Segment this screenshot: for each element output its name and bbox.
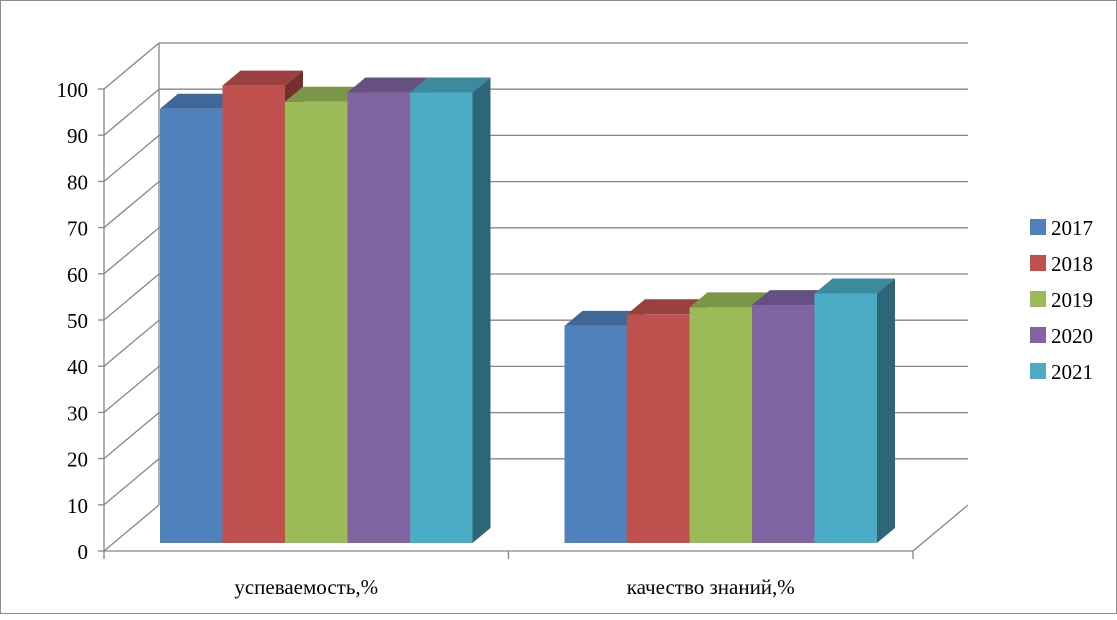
- legend-label: 2019: [1051, 288, 1093, 312]
- bar-series: [160, 70, 895, 544]
- bar-top-face: [410, 77, 491, 93]
- gridline-side: [103, 273, 160, 321]
- bar-top-face: [752, 290, 833, 306]
- gridline-side: [103, 134, 160, 182]
- bar-front-face: [347, 92, 410, 544]
- y-tick-label: 0: [78, 540, 89, 564]
- bar-top-face: [347, 77, 428, 93]
- bar-top-face: [627, 299, 708, 315]
- y-axis-tick-labels: 0 10 20 30 40 50 60 70 80 90 100: [57, 78, 89, 564]
- legend-swatch: [1030, 255, 1046, 271]
- bar-front-face: [627, 314, 690, 543]
- bar-top-face: [564, 310, 645, 326]
- legend-label: 2021: [1051, 360, 1093, 384]
- x-category-label: качество знаний,%: [627, 575, 795, 599]
- y-tick-label: 80: [67, 170, 88, 194]
- legend-swatch: [1030, 291, 1046, 307]
- bar-front-face: [160, 108, 223, 543]
- bar-top-face: [689, 292, 770, 308]
- gridline-side: [103, 412, 160, 460]
- bar-side-face: [472, 77, 491, 544]
- y-tick-label: 90: [67, 124, 88, 148]
- y-tick-label: 60: [67, 263, 88, 287]
- bar-front-face: [222, 85, 285, 544]
- y-tick-label: 30: [67, 401, 88, 425]
- y-tick-label: 100: [57, 78, 89, 102]
- legend-swatch: [1030, 327, 1046, 343]
- bar-front-face: [410, 92, 473, 544]
- y-tick-label: 20: [67, 448, 88, 472]
- bar-top-face: [814, 278, 895, 294]
- x-category-label: успеваемость,%: [234, 575, 378, 599]
- bar-front-face: [285, 101, 348, 543]
- bar-top-face: [285, 86, 366, 102]
- gridline-side: [103, 227, 160, 275]
- legend-label: 2020: [1051, 324, 1093, 348]
- gridline-side: [103, 365, 160, 413]
- gridline-side: [103, 504, 160, 552]
- legend: 2017 2018 2019 2020 2021: [1030, 216, 1093, 384]
- bar-top-face: [160, 93, 241, 109]
- bar-front-face: [689, 307, 752, 543]
- legend-swatch: [1030, 363, 1046, 379]
- gridline-side: [103, 319, 160, 367]
- x-axis-category-labels: успеваемость,% качество знаний,%: [234, 575, 794, 599]
- bar-front-face: [752, 305, 815, 543]
- gridline-side: [103, 181, 160, 229]
- bar-front-face: [564, 325, 627, 543]
- bar-side-face: [877, 278, 895, 543]
- bar-front-face: [814, 293, 877, 543]
- floor-edge: [912, 504, 969, 552]
- legend-label: 2017: [1051, 216, 1093, 240]
- bar-2021-1: [410, 77, 491, 544]
- y-tick-label: 50: [67, 309, 88, 333]
- gridline-side: [103, 458, 160, 506]
- y-tick-label: 70: [67, 217, 88, 241]
- gridline-side: [103, 42, 160, 90]
- gridline-side: [103, 88, 160, 136]
- y-tick-label: 40: [67, 355, 88, 379]
- legend-swatch: [1030, 219, 1046, 235]
- legend-label: 2018: [1051, 252, 1093, 276]
- bar-2021-2: [814, 278, 895, 543]
- bar-top-face: [222, 70, 303, 86]
- axes: [98, 43, 969, 559]
- y-tick-label: 10: [67, 494, 88, 518]
